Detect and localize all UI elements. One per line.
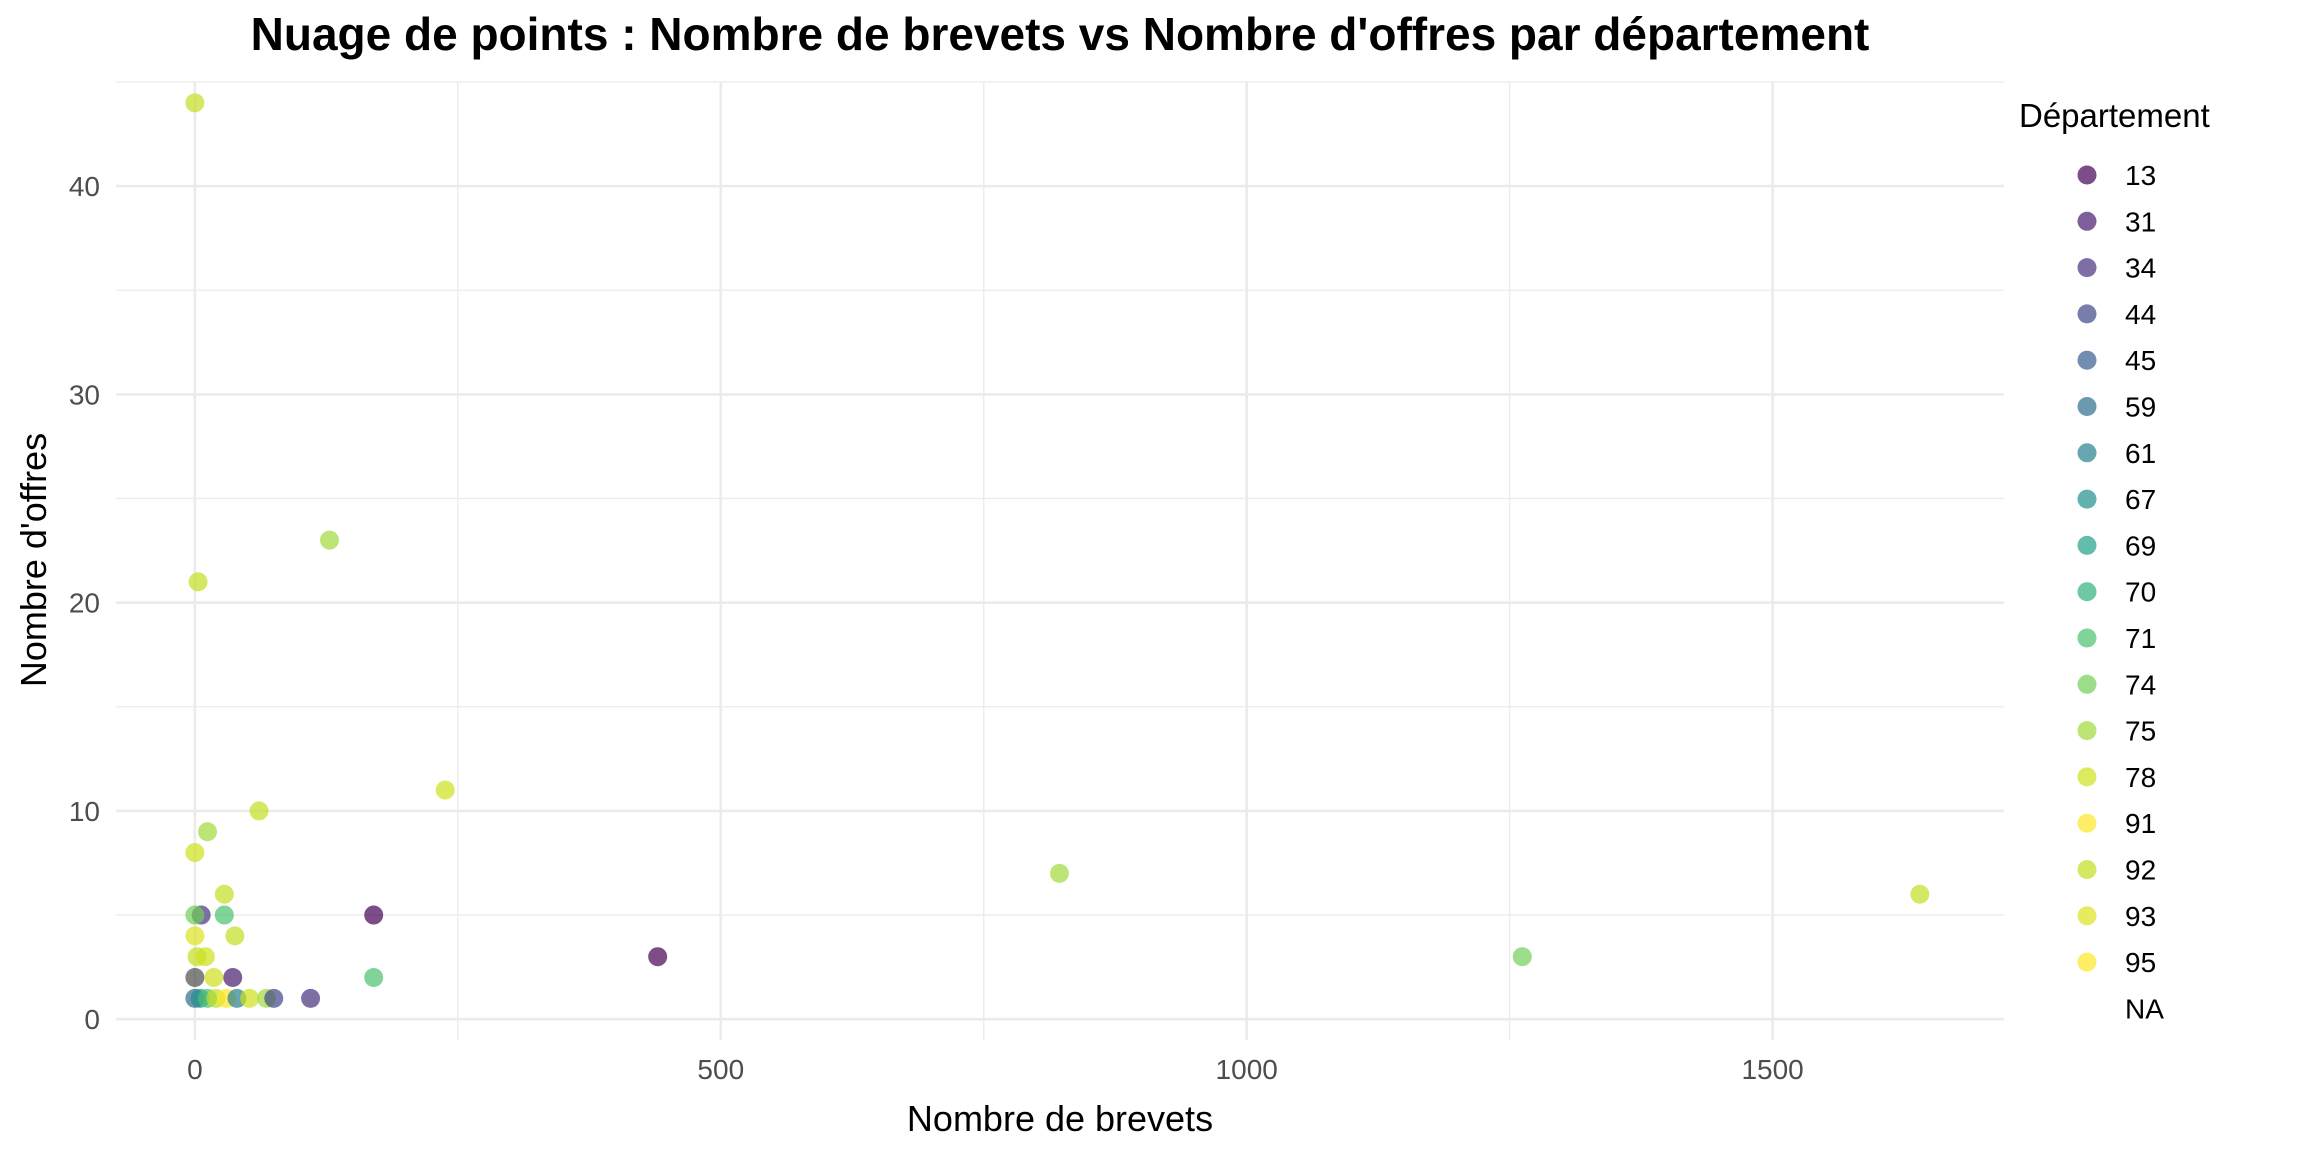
data-point-dept-71: [214, 905, 234, 925]
legend-key-75: [2077, 721, 2097, 741]
legend-label-92: 92: [2125, 855, 2156, 886]
legend-key-78: [2077, 767, 2097, 787]
legend-label-75: 75: [2125, 716, 2156, 747]
legend-label-74: 74: [2125, 669, 2156, 700]
y-axis-ticks: 0 10 20 30 40: [69, 171, 100, 1035]
legend-label-71: 71: [2125, 623, 2156, 654]
legend-key-67: [2077, 489, 2097, 509]
legend-key-13: [2077, 165, 2097, 185]
data-point-dept-34: [301, 988, 321, 1008]
data-point-dept-44: [264, 988, 284, 1008]
legend-key-34: [2077, 258, 2097, 278]
legend-key-45: [2077, 350, 2097, 370]
data-point-dept-NA: [185, 968, 205, 988]
y-tick-label: 20: [69, 588, 100, 619]
data-point-dept-92: [249, 801, 269, 821]
data-point-dept-74: [185, 905, 205, 925]
legend-key-71: [2077, 628, 2097, 648]
legend-label-67: 67: [2125, 484, 2156, 515]
data-point-dept-13: [648, 947, 668, 967]
chart-title: Nuage de points : Nombre de brevets vs N…: [251, 8, 1870, 60]
legend-key-31: [2077, 211, 2097, 231]
legend-label-95: 95: [2125, 947, 2156, 978]
x-tick-label: 500: [697, 1054, 744, 1085]
x-tick-label: 1000: [1216, 1054, 1278, 1085]
y-tick-label: 10: [69, 796, 100, 827]
legend-label-34: 34: [2125, 253, 2156, 284]
legend-label-78: 78: [2125, 762, 2156, 793]
data-point-dept-75: [1049, 863, 1069, 883]
data-point-dept-31: [223, 968, 243, 988]
legend-key-93: [2077, 906, 2097, 926]
legend-key-59: [2077, 397, 2097, 416]
data-point-dept-92: [185, 93, 205, 113]
legend-label-59: 59: [2125, 392, 2156, 423]
data-point-dept-92: [188, 572, 208, 592]
legend-label-91: 91: [2125, 808, 2156, 839]
legend-label-NA: NA: [2125, 993, 2164, 1024]
legend-label-44: 44: [2125, 299, 2156, 330]
legend: Département 13 31 34 44 45 59 61 67 69 70 71 74 75 78…: [2019, 97, 2210, 1024]
legend-label-93: 93: [2125, 901, 2156, 932]
legend-key-70: [2077, 582, 2097, 602]
x-tick-label: 0: [187, 1054, 203, 1085]
y-axis-title: Nombre d'offres: [13, 433, 54, 687]
legend-key-95: [2077, 952, 2097, 972]
y-tick-label: 30: [69, 379, 100, 410]
data-point-dept-75: [198, 822, 218, 842]
data-point-dept-71: [364, 968, 384, 988]
legend-key-92: [2077, 860, 2097, 879]
data-point-dept-74: [1512, 947, 1532, 967]
data-points: [185, 93, 1930, 1008]
data-point-dept-78: [185, 843, 205, 863]
data-point-dept-93: [185, 926, 205, 946]
data-point-dept-78: [204, 968, 224, 988]
legend-title: Département: [2019, 97, 2210, 134]
y-tick-label: 40: [69, 171, 100, 202]
data-point-dept-78: [435, 780, 455, 800]
grid-lines: [116, 81, 2004, 1040]
data-point-dept-78: [240, 988, 260, 1008]
legend-key-91: [2077, 813, 2097, 833]
data-point-dept-92: [225, 926, 245, 946]
legend-key-44: [2077, 304, 2097, 324]
data-point-dept-13: [364, 905, 384, 925]
x-tick-label: 1500: [1741, 1054, 1803, 1085]
legend-label-61: 61: [2125, 438, 2156, 469]
legend-label-45: 45: [2125, 345, 2156, 376]
data-point-dept-75: [320, 530, 340, 550]
legend-key-69: [2077, 535, 2097, 555]
legend-label-70: 70: [2125, 577, 2156, 608]
legend-key-74: [2077, 674, 2097, 694]
x-axis-title: Nombre de brevets: [907, 1098, 1213, 1139]
legend-key-61: [2077, 443, 2097, 463]
y-tick-label: 0: [84, 1004, 100, 1035]
data-point-dept-78: [195, 947, 215, 967]
legend-label-69: 69: [2125, 530, 2156, 561]
x-axis-ticks: 0 500 1000 1500: [187, 1054, 1804, 1085]
data-point-dept-92: [1910, 884, 1930, 904]
legend-label-13: 13: [2125, 160, 2156, 191]
legend-label-31: 31: [2125, 206, 2156, 237]
data-point-dept-92: [214, 884, 234, 904]
